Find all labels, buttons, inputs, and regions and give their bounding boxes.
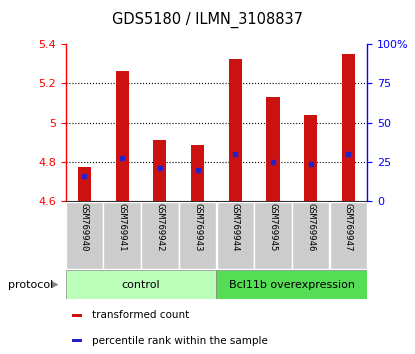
Bar (103, 202, 141, 269)
Text: protocol: protocol (8, 280, 54, 290)
Bar (217, 270, 367, 299)
Text: control: control (122, 280, 160, 290)
Text: percentile rank within the sample: percentile rank within the sample (92, 336, 267, 346)
Bar (330, 202, 367, 269)
Text: GSM769947: GSM769947 (344, 203, 353, 252)
Bar (217, 202, 254, 269)
Bar (66, 202, 103, 269)
Bar (141, 202, 178, 269)
Bar (153, 140, 166, 201)
Bar (191, 145, 204, 201)
Bar (254, 202, 292, 269)
Bar (78, 167, 91, 201)
Text: GSM769946: GSM769946 (306, 203, 315, 252)
Bar (266, 97, 280, 201)
Bar (229, 59, 242, 201)
Text: GSM769941: GSM769941 (117, 203, 127, 252)
Bar (115, 71, 129, 201)
Text: GSM769944: GSM769944 (231, 203, 240, 252)
Text: GDS5180 / ILMN_3108837: GDS5180 / ILMN_3108837 (112, 11, 303, 28)
Text: GSM769943: GSM769943 (193, 203, 202, 252)
Bar (304, 115, 317, 201)
Text: GSM769945: GSM769945 (269, 203, 278, 252)
Bar (72, 314, 83, 317)
Text: GSM769940: GSM769940 (80, 203, 89, 252)
Bar (179, 202, 216, 269)
Bar (72, 339, 83, 342)
Text: GSM769942: GSM769942 (155, 203, 164, 252)
Text: Bcl11b overexpression: Bcl11b overexpression (229, 280, 355, 290)
Bar (66, 270, 217, 299)
Bar (292, 202, 330, 269)
Text: transformed count: transformed count (92, 310, 189, 320)
Bar (342, 54, 355, 201)
